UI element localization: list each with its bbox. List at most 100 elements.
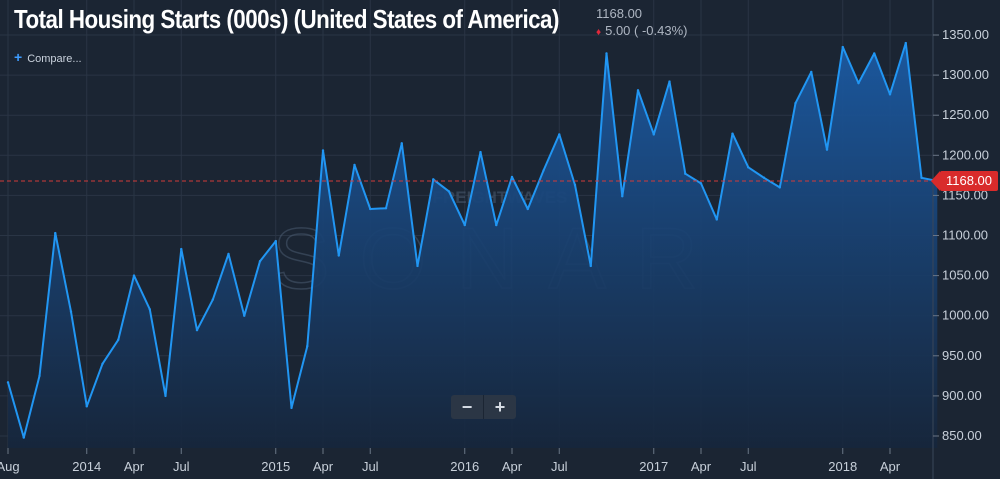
data-point	[384, 207, 388, 210]
data-point	[321, 149, 325, 152]
change-value: 5.00 ( -0.43%)	[605, 23, 688, 38]
data-point	[38, 374, 41, 378]
data-point	[904, 41, 907, 45]
data-point	[652, 133, 655, 136]
data-point	[731, 132, 734, 135]
data-point	[180, 247, 183, 251]
data-point	[747, 166, 750, 169]
data-point	[558, 133, 561, 136]
zoom-separator	[483, 395, 484, 419]
y-tick-label: 1250.00	[942, 107, 989, 122]
data-point	[164, 394, 167, 398]
data-point	[243, 314, 246, 317]
data-point	[778, 186, 781, 189]
data-point	[794, 101, 797, 105]
data-point	[589, 264, 592, 268]
data-point	[510, 175, 514, 179]
compare-button[interactable]: + Compare...	[14, 49, 82, 65]
data-point	[526, 207, 529, 211]
data-point	[416, 264, 419, 268]
data-point	[290, 406, 293, 410]
data-point	[605, 52, 608, 55]
data-point	[857, 81, 860, 85]
x-tick-label: Jul	[740, 459, 757, 474]
data-series-line	[7, 42, 938, 439]
data-point	[195, 328, 199, 332]
x-tick-label: Apr	[502, 459, 523, 474]
data-points	[6, 41, 939, 439]
x-tick-label: Apr	[124, 459, 145, 474]
plus-icon: +	[14, 49, 23, 65]
y-tick-label: 950.00	[942, 348, 982, 363]
y-tick-label: 1150.00	[942, 187, 988, 202]
y-tick-label: 1200.00	[942, 147, 989, 162]
data-point	[337, 254, 340, 257]
data-point	[495, 223, 498, 227]
y-tick-label: 900.00	[942, 388, 982, 403]
x-tick-label: Apr	[313, 459, 334, 474]
x-tick-label: Apr	[880, 459, 901, 474]
x-tick-label: Jul	[551, 459, 568, 474]
zoom-in-button[interactable]: +	[494, 397, 506, 417]
data-point	[22, 436, 25, 439]
y-axis-ticks: 850.00 900.00 950.00 1000.00 1050.00 1100.00 1…	[933, 27, 989, 443]
data-point	[573, 183, 577, 187]
data-point	[699, 182, 703, 185]
data-point	[353, 163, 356, 167]
chart-title: Total Housing Starts (000s) (United Stat…	[14, 4, 559, 34]
data-point	[148, 308, 151, 311]
data-point	[132, 274, 136, 277]
data-point	[542, 169, 545, 172]
data-point	[227, 252, 230, 256]
data-point	[6, 381, 10, 384]
data-point	[841, 45, 844, 49]
x-tick-label: Aug	[0, 459, 20, 474]
y-tick-label: 1350.00	[942, 27, 989, 42]
y-tick-label: 1000.00	[942, 308, 989, 323]
x-axis-ticks: Aug 2014 Apr Jul 2015 Apr Jul 2016 Apr Jul 2017 Apr…	[0, 448, 901, 474]
data-point	[85, 405, 88, 408]
data-point	[117, 338, 120, 341]
data-area-fill	[8, 43, 938, 448]
last-price-tag: 1168.00	[931, 171, 998, 191]
data-point	[684, 172, 687, 175]
x-tick-label: 2016	[450, 459, 479, 474]
x-tick-label: 2015	[261, 459, 290, 474]
data-point	[825, 148, 829, 151]
change-indicator: ♦ 5.00 ( -0.43%)	[596, 23, 687, 38]
y-tick-label: 850.00	[942, 428, 982, 443]
data-point	[636, 89, 640, 92]
x-tick-label: 2017	[639, 459, 668, 474]
zoom-out-button[interactable]: −	[461, 397, 473, 417]
data-point	[54, 231, 57, 235]
data-point	[369, 207, 372, 211]
data-point	[621, 195, 624, 198]
compare-label: Compare...	[27, 53, 82, 65]
data-point	[715, 218, 718, 221]
down-arrow-icon: ♦	[596, 27, 602, 38]
data-point	[668, 80, 671, 83]
data-point	[810, 70, 813, 74]
y-tick-label: 1300.00	[942, 67, 989, 82]
data-point	[873, 52, 876, 55]
data-point	[69, 310, 73, 313]
x-tick-label: Apr	[691, 459, 712, 474]
x-tick-label: 2018	[828, 459, 857, 474]
data-point	[888, 93, 892, 96]
data-point	[479, 150, 482, 154]
data-point	[447, 190, 451, 193]
y-tick-label: 1050.00	[942, 268, 989, 283]
zoom-controls: − +	[451, 395, 516, 419]
data-point	[274, 239, 277, 243]
data-point	[762, 176, 766, 179]
data-point	[258, 259, 262, 263]
data-point	[920, 176, 923, 179]
data-point	[101, 362, 104, 366]
y-tick-label: 1100.00	[942, 228, 988, 243]
x-tick-label: Jul	[173, 459, 190, 474]
data-point	[306, 344, 309, 348]
data-point	[463, 223, 466, 227]
data-point	[400, 142, 403, 145]
x-tick-label: Jul	[362, 459, 379, 474]
